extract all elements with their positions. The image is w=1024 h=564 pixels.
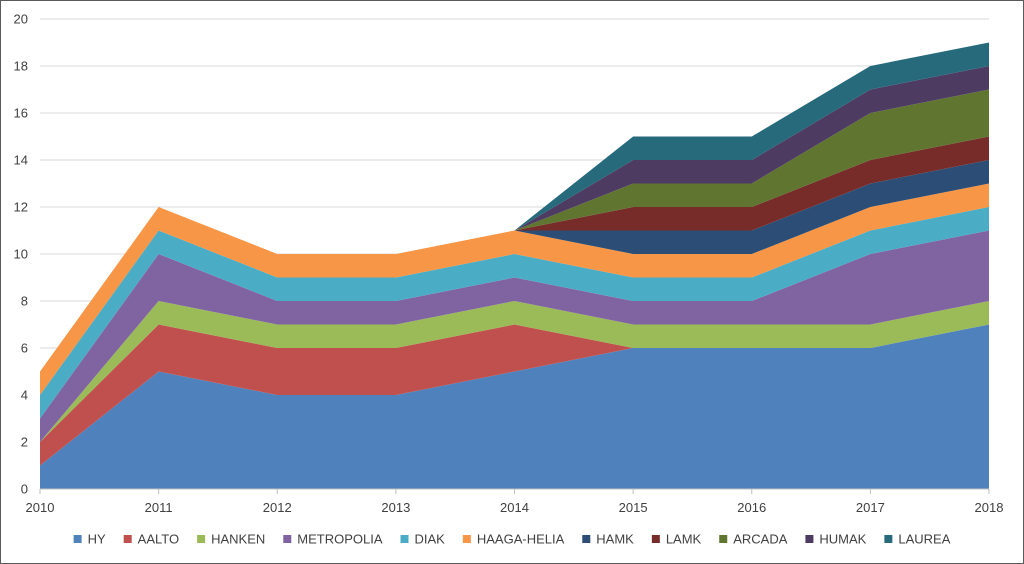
x-tick-label: 2016 bbox=[737, 500, 766, 515]
legend-label: HY bbox=[88, 532, 106, 547]
legend-item-lamk: LAMK bbox=[651, 532, 702, 547]
legend-item-hy: HY bbox=[73, 532, 106, 547]
y-tick-label: 12 bbox=[14, 200, 28, 215]
legend-label: AALTO bbox=[138, 532, 179, 547]
legend-swatch bbox=[884, 535, 893, 543]
area-laurea bbox=[40, 42, 989, 372]
y-tick-label: 10 bbox=[14, 247, 28, 262]
legend-swatch bbox=[197, 535, 206, 543]
y-tick-label: 16 bbox=[14, 106, 28, 121]
y-tick-label: 0 bbox=[21, 482, 28, 497]
legend-label: METROPOLIA bbox=[297, 532, 383, 547]
x-tick-label: 2015 bbox=[619, 500, 648, 515]
legend-item-hamk: HAMK bbox=[582, 532, 634, 547]
legend-swatch bbox=[73, 535, 82, 543]
legend: HY AALTO HANKEN METROPOLIA DIAK HAAGA-HELIA HA… bbox=[73, 532, 951, 547]
legend-item-humak: HUMAK bbox=[805, 532, 867, 547]
x-tick-label: 2011 bbox=[145, 500, 173, 515]
y-tick-label: 14 bbox=[14, 153, 28, 168]
y-tick-label: 2 bbox=[21, 435, 28, 450]
legend-label: ARCADA bbox=[733, 532, 788, 547]
y-tick-label: 20 bbox=[14, 12, 28, 27]
x-tick-label: 2010 bbox=[26, 500, 55, 515]
legend-label: HAAGA-HELIA bbox=[477, 532, 565, 547]
y-tick-label: 18 bbox=[14, 59, 28, 74]
legend-label: LAUREA bbox=[898, 532, 950, 547]
legend-swatch bbox=[719, 535, 728, 543]
legend-item-aalto: AALTO bbox=[123, 532, 179, 547]
legend-item-metropolia: METROPOLIA bbox=[283, 532, 383, 547]
legend-item-hanken: HANKEN bbox=[197, 532, 265, 547]
legend-swatch bbox=[805, 535, 814, 543]
legend-item-laurea: LAUREA bbox=[884, 532, 951, 547]
y-tick-label: 6 bbox=[21, 341, 28, 356]
legend-swatch bbox=[400, 535, 409, 543]
area-aalto bbox=[40, 324, 989, 466]
y-tick-label: 8 bbox=[21, 294, 28, 309]
area-series bbox=[40, 42, 989, 489]
x-tick-label: 2012 bbox=[263, 500, 292, 515]
x-tick-label: 2013 bbox=[381, 500, 410, 515]
legend-swatch bbox=[651, 535, 660, 543]
area-lamk bbox=[40, 136, 989, 372]
legend-label: HUMAK bbox=[819, 532, 866, 547]
legend-swatch bbox=[462, 535, 471, 543]
legend-item-diak: DIAK bbox=[400, 532, 446, 547]
legend-swatch bbox=[123, 535, 132, 543]
area-humak bbox=[40, 66, 989, 372]
area-hanken bbox=[40, 301, 989, 442]
y-tick-label: 4 bbox=[21, 388, 28, 403]
legend-item-arcada: ARCADA bbox=[719, 532, 788, 547]
legend-swatch bbox=[582, 535, 591, 543]
area-diak bbox=[40, 207, 989, 419]
x-tick-label: 2014 bbox=[500, 500, 529, 515]
x-tick-label: 2017 bbox=[856, 500, 885, 515]
axes: 0 2 4 6 8 10 12 14 16 18 20 2010 2011 2012 2013 2014 201… bbox=[14, 12, 1004, 516]
area-hy bbox=[40, 324, 989, 489]
legend-label: LAMK bbox=[666, 532, 702, 547]
area-haaga-helia bbox=[40, 183, 989, 395]
area-hamk bbox=[40, 160, 989, 372]
legend-label: DIAK bbox=[415, 532, 446, 547]
legend-item-haaga-helia: HAAGA-HELIA bbox=[462, 532, 565, 547]
legend-label: HANKEN bbox=[211, 532, 265, 547]
x-tick-label: 2018 bbox=[975, 500, 1004, 515]
legend-label: HAMK bbox=[596, 532, 634, 547]
area-metropolia bbox=[40, 230, 989, 442]
legend-swatch bbox=[283, 535, 292, 543]
